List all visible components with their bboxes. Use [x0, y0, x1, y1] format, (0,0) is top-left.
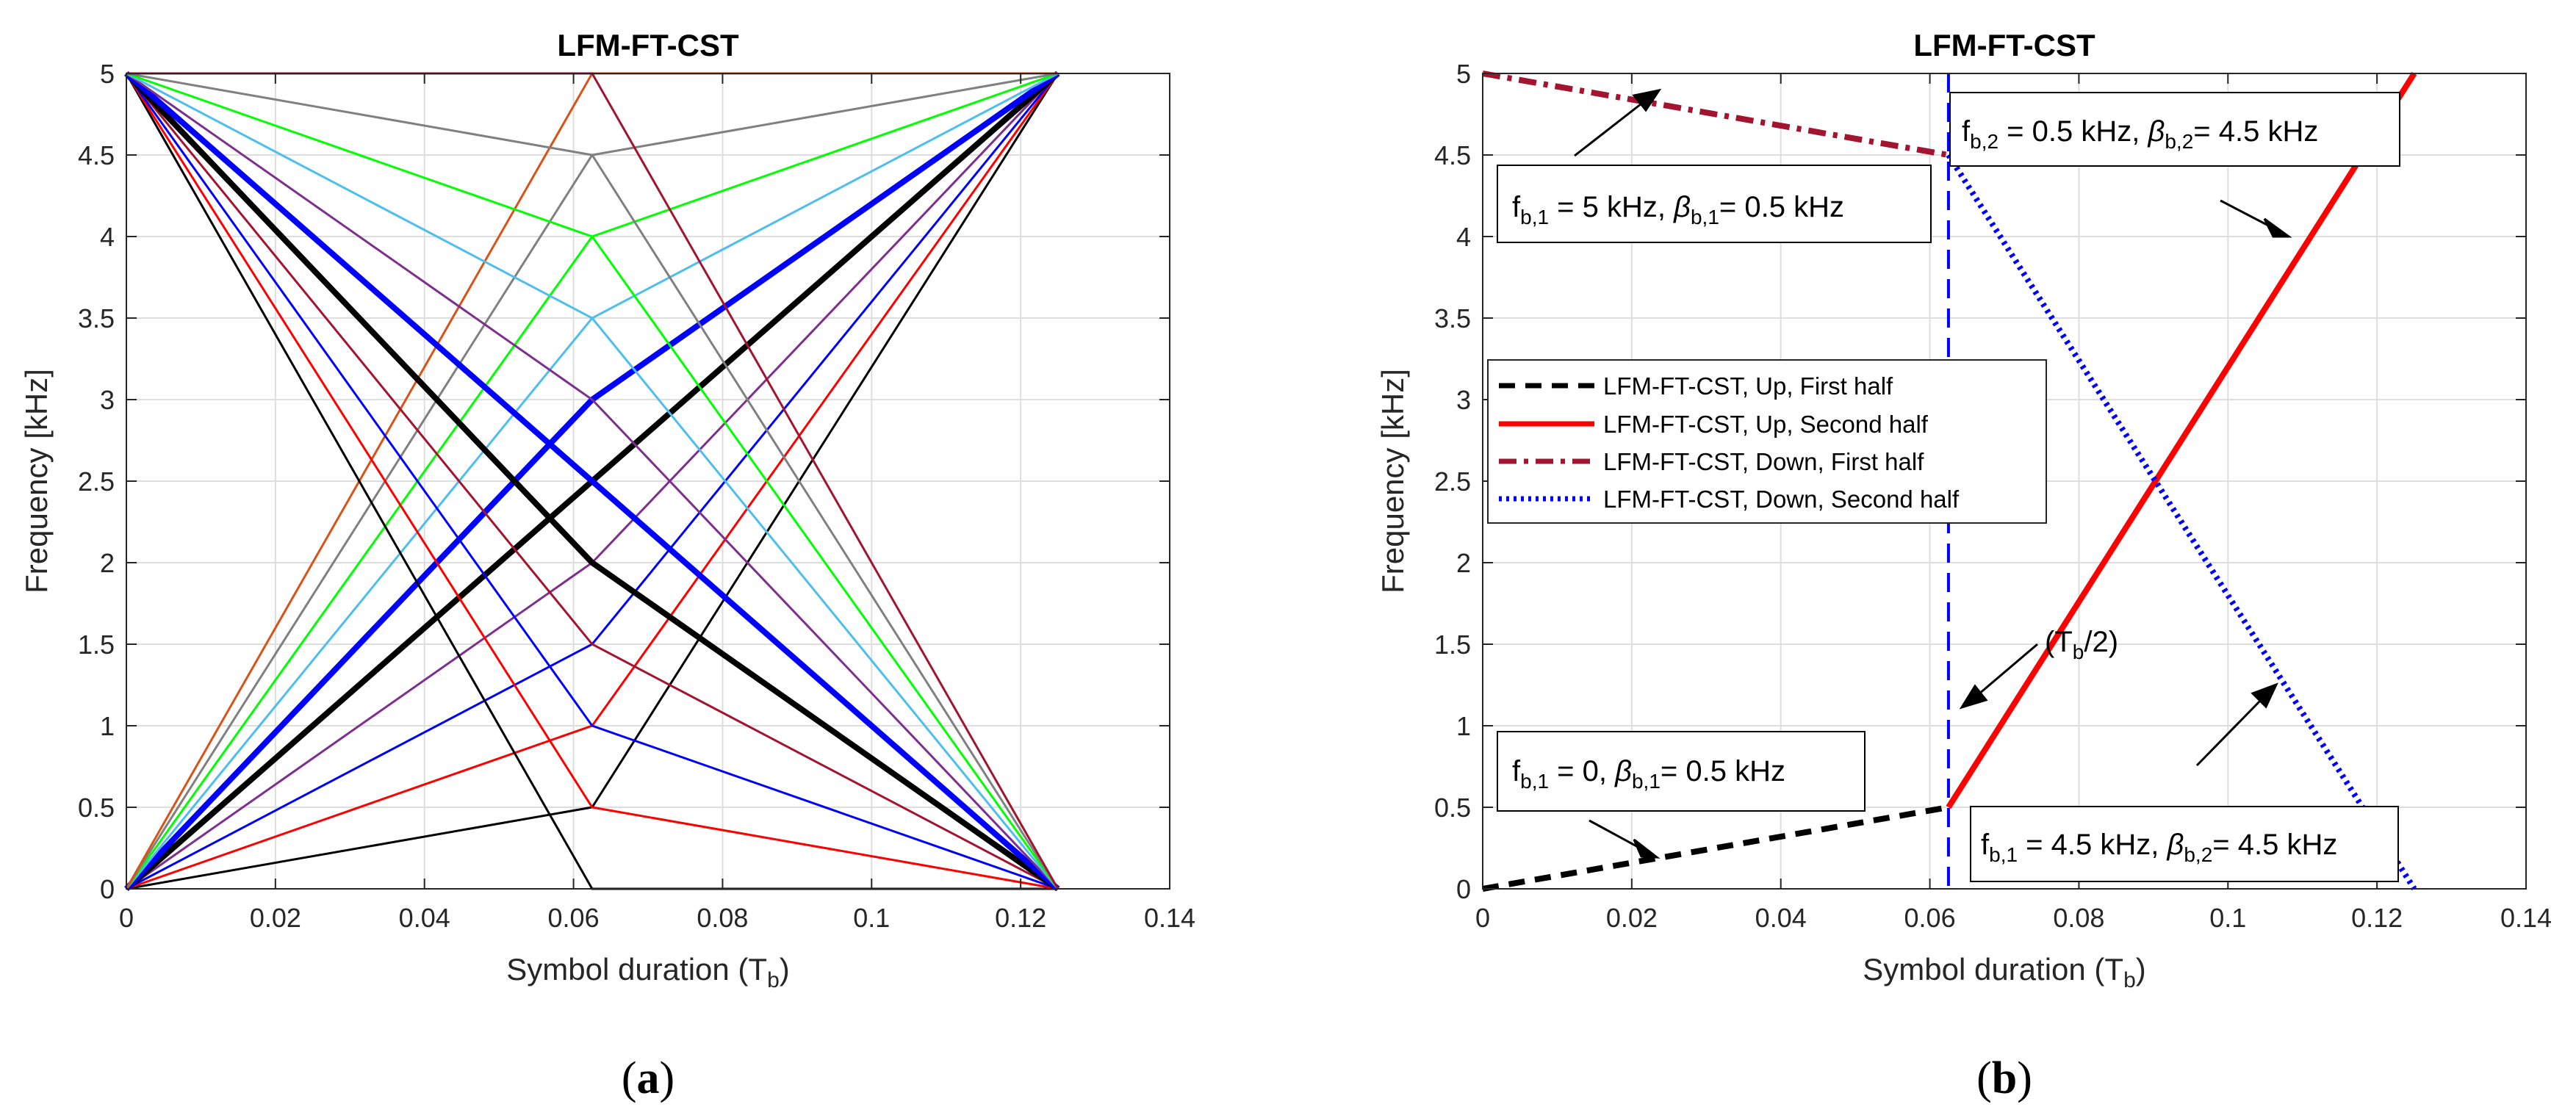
panel-a-chart: 0 0.02 0.04 0.06 0.08 0.1 0.12 0.14 0 0.5 1 1.5 2 2.5…	[19, 28, 1195, 1103]
panel-a-xtick-label: 0.04	[399, 903, 450, 933]
panel-b-series-line-1	[1946, 71, 2417, 809]
panel-a-ytick-label: 3.5	[78, 303, 115, 333]
arrow-bottom-right-head	[2251, 682, 2278, 709]
panel-a-ticks: 0 0.02 0.04 0.06 0.08 0.1 0.12 0.14 0 0.5 1 1.5 2 2.5…	[78, 59, 1195, 933]
panel-a-series-line-14	[124, 71, 1060, 892]
panel-b-series-line-2	[1482, 71, 1949, 158]
panel-a-xtick-label: 0.14	[1144, 903, 1195, 933]
annotation-bottom-right: fb,1 = 4.5 kHz, βb,2= 4.5 kHz	[1970, 806, 2399, 882]
arrow-top-right	[2220, 199, 2273, 229]
panel-a-xtick-label: 0.1	[853, 903, 890, 933]
panel-a-ytick-label: 4	[100, 222, 115, 252]
panel-b-ytick-label: 1	[1456, 711, 1471, 741]
legend-entry-down-first: LFM-FT-CST, Down, First half	[1499, 448, 1924, 475]
panel-b-ytick-label: 4.5	[1434, 140, 1471, 170]
legend-entry-down-second: LFM-FT-CST, Down, Second half	[1499, 486, 1960, 513]
arrow-mid-head	[1959, 684, 1988, 710]
legend-entry-up-first: LFM-FT-CST, Up, First half	[1499, 372, 1893, 400]
arrow-bottom-left-head	[1633, 838, 1661, 859]
panel-b-ytick-label: 3.5	[1434, 303, 1471, 333]
arrow-top-right-head	[2263, 217, 2292, 238]
panel-a-series	[124, 71, 1060, 892]
panel-b-label: (b)	[1976, 1053, 2032, 1103]
panel-a-series-line-16	[126, 72, 1059, 890]
panel-a-label: (a)	[622, 1053, 674, 1103]
panel-b-series-line-3	[1946, 153, 2417, 891]
panel-a-series-line-15	[124, 71, 1060, 892]
panel-a-series-line-18	[126, 72, 1059, 890]
panel-a-ytick-label: 1	[100, 711, 115, 741]
panel-a-xtick-label: 0	[119, 903, 134, 933]
svg-text:LFM-FT-CST, Up, First half: LFM-FT-CST, Up, First half	[1603, 372, 1893, 400]
annotation-top-left: fb,1 = 5 kHz, βb,1= 0.5 kHz	[1497, 165, 1932, 243]
panel-a-ytick-label: 2	[100, 548, 115, 578]
svg-text:LFM-FT-CST, Down, First half: LFM-FT-CST, Down, First half	[1603, 448, 1924, 475]
panel-a-ytick-label: 1.5	[78, 630, 115, 660]
annotation-top-right: fb,2 = 0.5 kHz, βb,2= 4.5 kHz	[1949, 92, 2400, 167]
legend-entry-up-second: LFM-FT-CST, Up, Second half	[1499, 411, 1929, 438]
panel-a-series-line-19	[126, 72, 1059, 890]
arrow-bottom-left	[1589, 819, 1641, 850]
svg-text:fb,1 = 0, βb,1= 0.5 kHz: fb,1 = 0, βb,1= 0.5 kHz	[1512, 755, 1785, 793]
panel-b-xtick-label: 0.14	[2500, 903, 2552, 933]
panel-b-ytick-label: 0	[1456, 874, 1471, 904]
panel-b-xtick-label: 0.02	[1606, 903, 1658, 933]
panel-b-arrows	[1574, 88, 2292, 859]
panel-a-ylabel: Frequency [kHz]	[19, 369, 54, 594]
svg-text:fb,2 = 0.5 kHz, βb,2= 4.5 kHz: fb,2 = 0.5 kHz, βb,2= 4.5 kHz	[1962, 115, 2318, 153]
panel-a-series-line-17	[126, 72, 1059, 890]
panel-a-xtick-label: 0.08	[697, 903, 748, 933]
panel-b-xtick-label: 0	[1475, 903, 1490, 933]
panel-b-series	[1482, 71, 2417, 892]
panel-b-ytick-label: 1.5	[1434, 630, 1471, 660]
panel-a-series-line-12	[125, 73, 1059, 890]
annotation-mid: (Tb/2)	[2045, 626, 2118, 663]
arrow-mid	[1978, 643, 2038, 696]
panel-a-ytick-label: 5	[100, 59, 115, 89]
panel-b-xtick-label: 0.04	[1755, 903, 1807, 933]
panel-a-xtick-label: 0.06	[548, 903, 600, 933]
panel-a-title: LFM-FT-CST	[557, 28, 739, 62]
panel-b-ytick-label: 5	[1456, 59, 1471, 89]
panel-b-legend: LFM-FT-CST, Up, First half LFM-FT-CST, U…	[1487, 359, 2047, 524]
panel-a-ytick-label: 0.5	[78, 793, 115, 823]
panel-b-title: LFM-FT-CST	[1913, 28, 2095, 62]
panel-b-xtick-label: 0.12	[2351, 903, 2403, 933]
panel-b-ytick-label: 0.5	[1434, 793, 1471, 823]
panel-b-ytick-label: 2.5	[1434, 466, 1471, 497]
arrow-bottom-right	[2195, 696, 2264, 767]
panel-a-xtick-label: 0.12	[995, 903, 1046, 933]
panel-b-ytick-label: 2	[1456, 548, 1471, 578]
panel-b-ytick-label: 4	[1456, 222, 1471, 252]
svg-text:LFM-FT-CST, Down, Second half: LFM-FT-CST, Down, Second half	[1603, 486, 1960, 513]
panel-a-series-line-11	[125, 73, 1059, 890]
panel-b-ticks: 0 0.02 0.04 0.06 0.08 0.1 0.12 0.14 0 0.5 1 1.5 2 2.5…	[1434, 59, 2552, 933]
arrow-top-left-head	[1632, 88, 1662, 112]
panel-b-xlabel: Symbol duration (Tb)	[1863, 952, 2146, 992]
panel-b-xtick-label: 0.06	[1904, 903, 1956, 933]
panel-b-xtick-label: 0.1	[2209, 903, 2246, 933]
panel-a-xtick-label: 0.02	[250, 903, 301, 933]
panel-a-series-line-13	[125, 73, 1059, 890]
panel-a-ytick-label: 2.5	[78, 466, 115, 497]
svg-text:LFM-FT-CST, Up, Second half: LFM-FT-CST, Up, Second half	[1603, 411, 1929, 438]
annotation-bottom-left: fb,1 = 0, βb,1= 0.5 kHz	[1497, 731, 1866, 812]
panel-a-ytick-label: 0	[100, 874, 115, 904]
svg-text:fb,1 = 4.5 kHz, βb,2= 4.5 kHz: fb,1 = 4.5 kHz, βb,2= 4.5 kHz	[1981, 829, 2337, 866]
panel-a-ytick-label: 3	[100, 385, 115, 415]
svg-text:fb,1 = 5 kHz, βb,1= 0.5 kHz: fb,1 = 5 kHz, βb,1= 0.5 kHz	[1512, 191, 1844, 228]
panel-b-ylabel: Frequency [kHz]	[1375, 369, 1410, 594]
panel-b-xtick-label: 0.08	[2053, 903, 2104, 933]
panel-a-ytick-label: 4.5	[78, 140, 115, 170]
arrow-top-left	[1574, 100, 1645, 157]
panel-b-chart: 0 0.02 0.04 0.06 0.08 0.1 0.12 0.14 0 0.5 1 1.5 2 2.5…	[1375, 28, 2552, 1103]
panel-b-ytick-label: 3	[1456, 385, 1471, 415]
panel-a-xlabel: Symbol duration (Tb)	[506, 952, 790, 992]
